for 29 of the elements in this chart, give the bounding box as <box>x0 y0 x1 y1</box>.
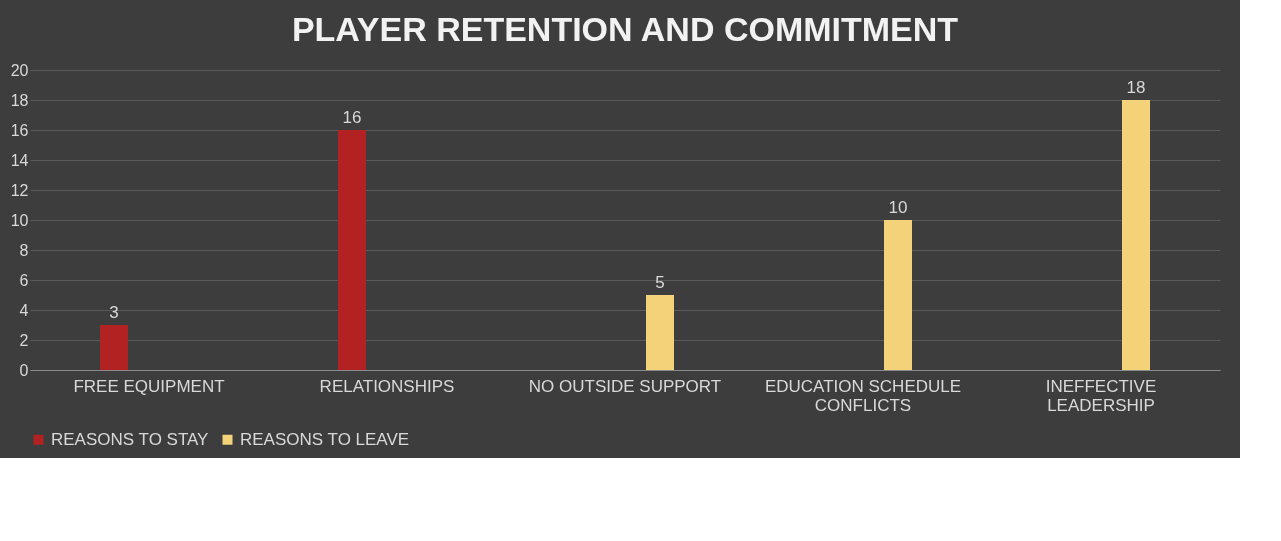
bar <box>884 220 912 370</box>
y-tick-label: 6 <box>19 271 29 289</box>
data-label: 10 <box>888 198 908 217</box>
x-tick-label: INEFFECTIVE LEADERSHIP <box>1045 376 1157 415</box>
y-tick-label: 16 <box>10 121 29 139</box>
bar <box>646 295 674 370</box>
y-tick-label: 20 <box>10 61 29 79</box>
y-tick-label: 0 <box>19 361 29 379</box>
data-label: 5 <box>655 273 665 292</box>
y-tick-label: 14 <box>10 151 29 169</box>
y-tick-label: 2 <box>19 331 29 349</box>
bar <box>1122 100 1150 370</box>
y-tick-label: 12 <box>10 181 29 199</box>
y-tick-label: 8 <box>19 241 29 259</box>
data-label: 3 <box>109 303 119 322</box>
x-tick-label: EDUCATION SCHEDULE CONFLICTS <box>764 376 962 415</box>
x-tick-label: RELATIONSHIPS <box>319 376 455 396</box>
legend-label: REASONS TO STAY <box>51 429 209 449</box>
x-tick-label: FREE EQUIPMENT <box>73 376 225 396</box>
y-tick-label: 10 <box>10 211 29 229</box>
legend-label: REASONS TO LEAVE <box>240 429 410 449</box>
data-label: 18 <box>1126 78 1146 97</box>
y-tick-label: 18 <box>10 91 29 109</box>
bar <box>338 130 366 370</box>
x-tick-label: NO OUTSIDE SUPPORT <box>528 376 722 396</box>
bar <box>100 325 128 370</box>
chart-title: PLAYER RETENTION AND COMMITMENT <box>291 10 959 48</box>
data-label: 16 <box>342 108 362 127</box>
y-tick-label: 4 <box>19 301 29 319</box>
